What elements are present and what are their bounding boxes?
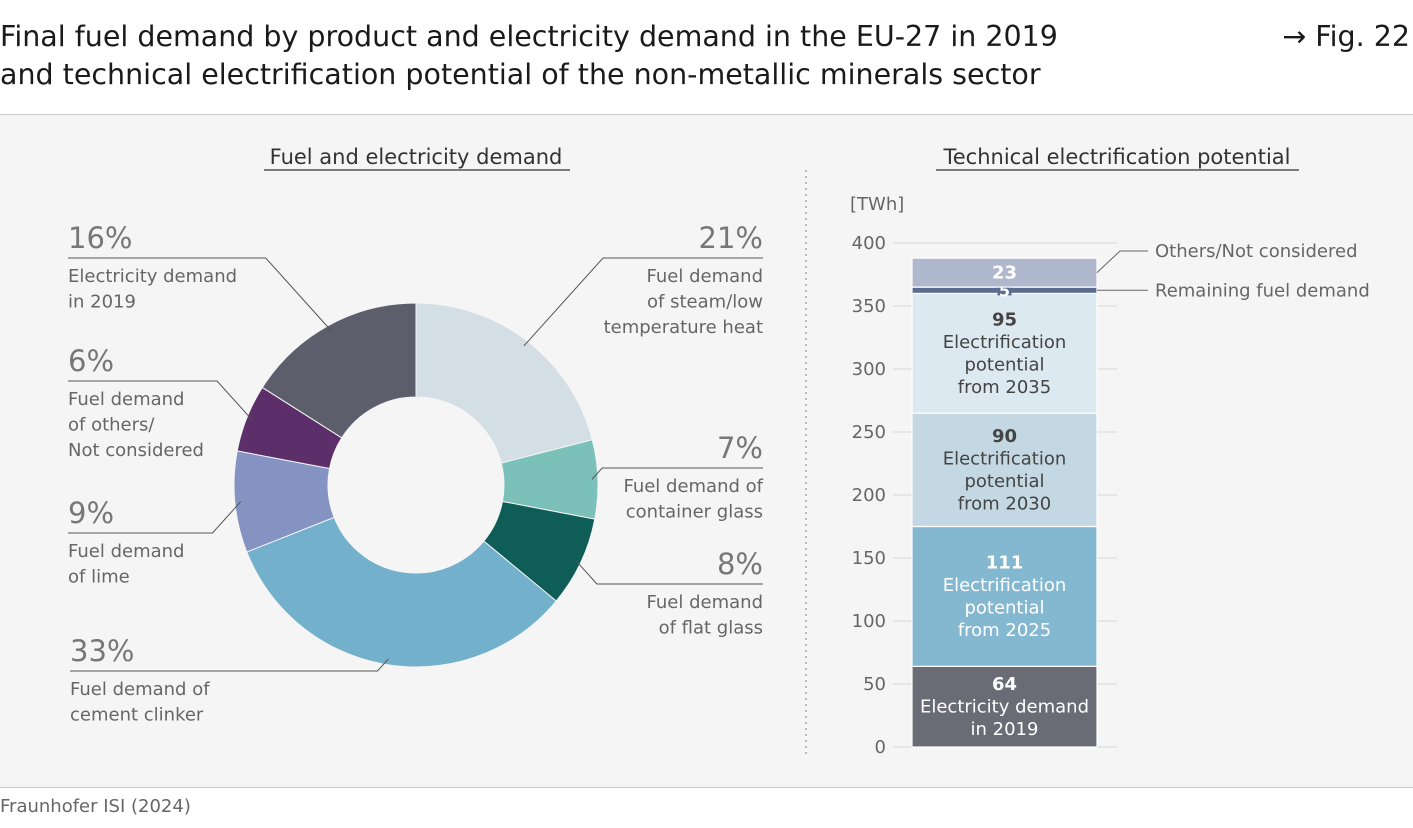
slice-electricity [261, 302, 417, 439]
bar-label-potential-2030: from 2030 [958, 494, 1051, 515]
y-tick-label: 100 [852, 611, 886, 632]
chart-panel: Fuel and electricity demand 21% Fuel deman… [0, 115, 1413, 787]
slice-label-container-glass: container glass [626, 502, 763, 523]
pct-label-lime: 9% [68, 496, 114, 530]
bar-label-potential-2025: from 2025 [958, 620, 1051, 641]
slice-label-cement-clinker: Fuel demand of [70, 679, 210, 700]
slice-label-lime: Fuel demand [68, 541, 184, 562]
title-line-2: and technical electrification potential … [0, 58, 1041, 91]
figure-reference: → Fig. 22 [1282, 20, 1410, 53]
slice-label-others: Fuel demand [68, 389, 184, 410]
slice-label-steam: temperature heat [604, 317, 763, 338]
side-label-others: Others/Not considered [1155, 241, 1358, 262]
slice-cement-clinker [246, 516, 557, 668]
slice-label-others: of others/ [68, 415, 155, 436]
bar-value-potential-2030: 90 [992, 426, 1017, 447]
y-axis-unit: [TWh] [850, 194, 904, 215]
slice-label-steam: of steam/low [647, 292, 763, 313]
bar-value-badge [997, 285, 1012, 296]
bar-value-potential-2025: 111 [986, 553, 1024, 574]
bar-label-electricity-2019: in 2019 [971, 719, 1039, 740]
slice-steam [415, 302, 593, 464]
leader-flat-glass [574, 559, 763, 585]
y-tick-label: 250 [852, 422, 886, 443]
bar-label-potential-2035: from 2035 [958, 377, 1051, 398]
bar-value-electricity-2019: 64 [992, 674, 1017, 695]
y-tick-label: 50 [863, 674, 886, 695]
leader-lime [68, 501, 242, 534]
bar-segment-potential-2035 [911, 292, 1098, 414]
chart-canvas: Fuel and electricity demand 21% Fuel deman… [68, 145, 1370, 758]
y-tick-label: 300 [852, 359, 886, 380]
top-divider [0, 114, 1413, 115]
leader-steam [523, 257, 763, 347]
pct-label-cement-clinker: 33% [70, 634, 134, 668]
pct-label-others: 6% [68, 344, 114, 378]
y-tick-label: 150 [852, 548, 886, 569]
pct-label-electricity: 16% [68, 221, 132, 255]
bar-title: Technical electrification potential [943, 145, 1291, 169]
bar-value-remaining-fuel: 5 [999, 281, 1010, 300]
leader-container-glass [591, 467, 763, 480]
pie-title: Fuel and electricity demand [270, 145, 563, 169]
bar-segment-potential-2025 [911, 525, 1098, 667]
slice-label-container-glass: Fuel demand of [623, 476, 763, 497]
slice-label-others: Not considered [68, 440, 204, 461]
leader-others [68, 380, 253, 421]
pct-label-flat-glass: 8% [717, 547, 763, 581]
slice-label-electricity: Electricity demand [68, 266, 237, 287]
side-label-remaining-fuel: Remaining fuel demand [1155, 280, 1370, 301]
bar-value-others: 23 [992, 263, 1017, 284]
y-tick-label: 200 [852, 485, 886, 506]
pct-label-steam: 21% [699, 221, 763, 255]
bar-label-potential-2030: potential [964, 471, 1044, 492]
slice-label-electricity: in 2019 [68, 292, 136, 313]
leader-electricity [68, 257, 332, 332]
side-leader-others [1096, 250, 1148, 273]
slice-label-lime: of lime [68, 567, 130, 588]
source-note: Fraunhofer ISI (2024) [0, 796, 191, 817]
bar-value-potential-2035: 95 [992, 310, 1017, 331]
leader-cement-clinker [70, 658, 389, 672]
y-tick-label: 0 [875, 737, 886, 758]
slice-label-flat-glass: of flat glass [659, 618, 763, 639]
bar-label-potential-2035: potential [964, 355, 1044, 376]
bottom-divider [0, 787, 1413, 788]
bar-label-electricity-2019: Electricity demand [920, 697, 1089, 718]
title-line-1: Final fuel demand by product and electri… [0, 20, 1058, 53]
slice-label-steam: Fuel demand [647, 266, 763, 287]
stacked-bar-chart: Technical electrification potential [TWh]… [850, 145, 1370, 758]
bar-label-potential-2025: Electrification [943, 575, 1067, 596]
slice-label-flat-glass: Fuel demand [647, 592, 763, 613]
bar-label-potential-2030: Electrification [943, 449, 1067, 470]
header: Final fuel demand by product and electri… [0, 0, 1413, 114]
bar-label-potential-2035: Electrification [943, 332, 1067, 353]
bar-label-potential-2025: potential [964, 598, 1044, 619]
bar-segment-others [911, 257, 1098, 288]
figure-title: Final fuel demand by product and electri… [0, 18, 1180, 94]
pie-chart: Fuel and electricity demand 21% Fuel deman… [68, 145, 764, 726]
y-tick-label: 400 [852, 233, 886, 254]
pct-label-container-glass: 7% [717, 431, 763, 465]
slice-label-cement-clinker: cement clinker [70, 705, 204, 726]
bar-segment-potential-2030 [911, 412, 1098, 528]
y-tick-label: 350 [852, 296, 886, 317]
